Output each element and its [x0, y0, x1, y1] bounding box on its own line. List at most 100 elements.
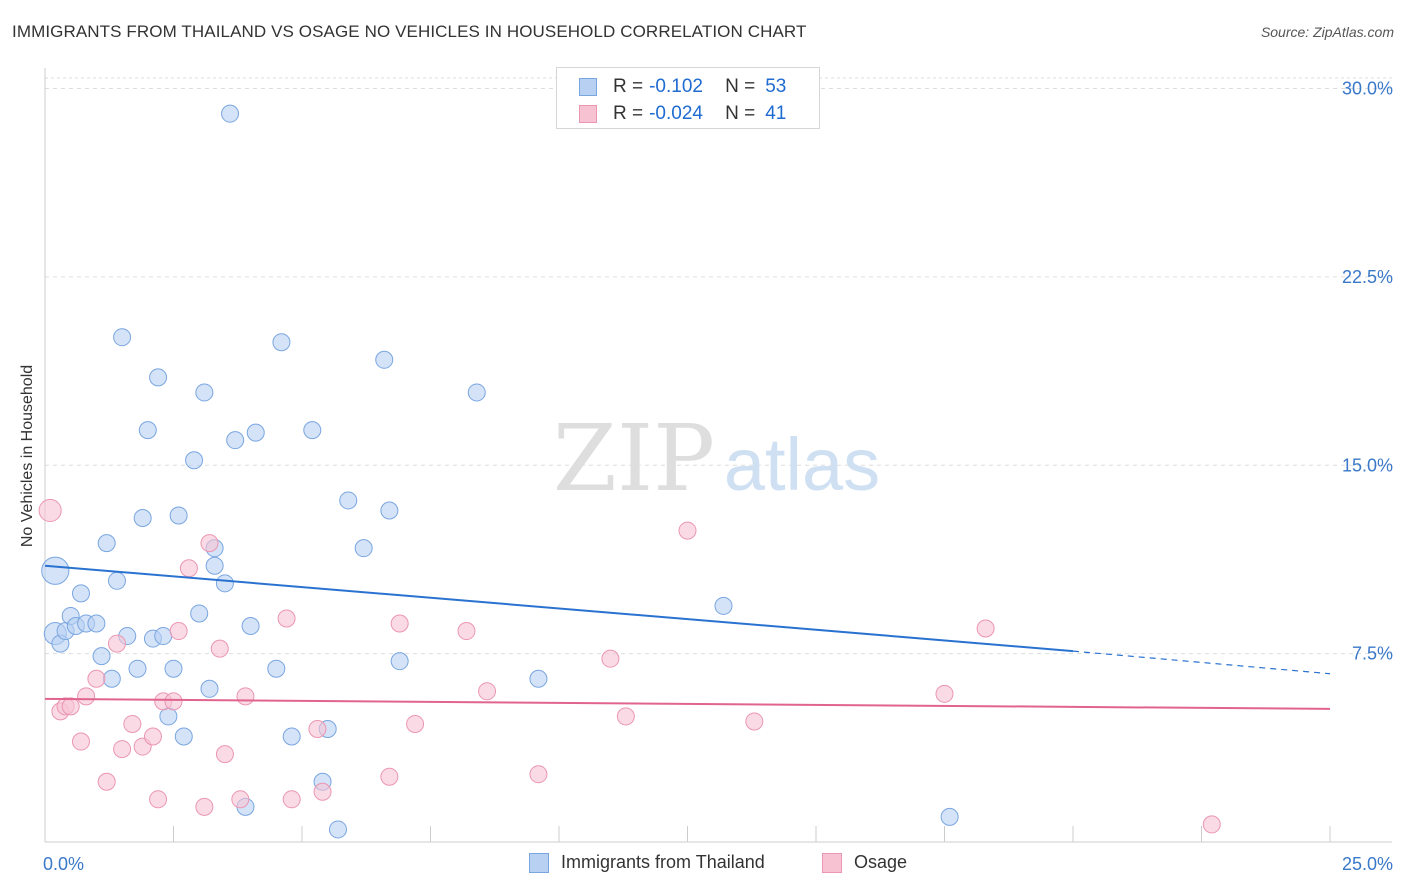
- swatch-osage: [579, 105, 597, 123]
- point-osage: [236, 687, 255, 706]
- point-thailand: [128, 659, 147, 678]
- r-value: -0.024: [649, 103, 703, 124]
- series-legend: Immigrants from Thailand Osage: [0, 852, 1406, 876]
- point-thailand: [282, 727, 301, 746]
- point-thailand: [467, 383, 486, 402]
- stats-row-thailand: R = -0.102 N = 53: [579, 74, 786, 100]
- point-osage: [123, 714, 142, 733]
- point-thailand: [267, 659, 286, 678]
- watermark-zip: ZIP: [553, 405, 715, 512]
- watermark: ZIP atlas: [553, 405, 880, 512]
- chart-title: IMMIGRANTS FROM THAILAND VS OSAGE NO VEH…: [12, 22, 807, 41]
- point-osage: [200, 534, 219, 553]
- point-thailand: [174, 727, 193, 746]
- legend-swatch-thailand: [529, 852, 549, 873]
- point-thailand: [107, 571, 126, 590]
- point-thailand: [102, 669, 121, 688]
- legend-label-osage: Osage: [854, 852, 908, 872]
- axes: [44, 68, 1392, 843]
- point-osage: [61, 697, 80, 716]
- point-thailand: [375, 350, 394, 369]
- legend-item-thailand: Immigrants from Thailand: [529, 852, 765, 873]
- point-thailand: [200, 679, 219, 698]
- point-thailand: [339, 491, 358, 510]
- point-osage: [478, 682, 497, 701]
- trend-line-thailand: [44, 564, 1074, 653]
- y-tick-label: 15.0%: [1342, 455, 1393, 475]
- point-osage: [149, 790, 168, 809]
- point-osage: [457, 622, 476, 641]
- point-osage: [406, 714, 425, 733]
- point-thailand: [246, 423, 265, 442]
- point-thailand: [71, 584, 90, 603]
- x-tick-label-min: 0.0%: [43, 854, 84, 874]
- stats-legend: R = -0.102 N = 53 R = -0.024 N = 41: [556, 67, 820, 129]
- watermark-atlas: atlas: [724, 423, 880, 506]
- point-osage: [601, 649, 620, 668]
- point-thailand: [149, 368, 168, 387]
- point-osage: [210, 639, 229, 658]
- point-osage: [935, 684, 954, 703]
- point-thailand: [221, 104, 240, 123]
- point-osage: [113, 740, 132, 759]
- n-label: N =: [725, 103, 756, 124]
- point-osage: [164, 692, 183, 711]
- r-label: R =: [613, 76, 644, 97]
- point-thailand: [87, 614, 106, 633]
- y-tick-label: 30.0%: [1342, 79, 1393, 99]
- point-osage: [169, 622, 188, 641]
- point-osage: [107, 634, 126, 653]
- point-thailand: [41, 556, 70, 585]
- point-thailand: [164, 659, 183, 678]
- point-thailand: [303, 421, 322, 440]
- point-thailand: [380, 501, 399, 520]
- point-thailand: [354, 539, 373, 558]
- point-thailand: [328, 820, 347, 839]
- point-thailand: [215, 574, 234, 593]
- point-thailand: [169, 506, 188, 525]
- point-osage: [179, 559, 198, 578]
- point-thailand: [185, 451, 204, 470]
- n-label: N =: [725, 76, 756, 97]
- swatch-thailand: [579, 78, 597, 96]
- point-thailand: [92, 647, 111, 666]
- point-thailand: [714, 596, 733, 615]
- grid-lines: [45, 77, 1392, 655]
- point-osage: [38, 498, 62, 523]
- point-osage: [390, 614, 409, 633]
- point-osage: [231, 790, 250, 809]
- point-thailand: [940, 807, 959, 826]
- y-tick-label: 22.5%: [1342, 267, 1393, 287]
- series-osage-points: [38, 498, 1221, 834]
- x-tick-label-max: 25.0%: [1342, 854, 1393, 874]
- point-osage: [529, 765, 548, 784]
- point-osage: [313, 782, 332, 801]
- legend-label-thailand: Immigrants from Thailand: [561, 852, 765, 872]
- point-osage: [97, 772, 116, 791]
- point-osage: [87, 669, 106, 688]
- trend-lines: [44, 564, 1331, 710]
- r-value: -0.102: [649, 76, 703, 97]
- point-osage: [308, 719, 327, 738]
- point-osage: [77, 687, 96, 706]
- trend-line-thailand-extension: [1072, 650, 1331, 675]
- x-tick-labels: 0.0% 25.0%: [43, 854, 1393, 874]
- source-label: Source: ZipAtlas.com: [1260, 24, 1394, 40]
- legend-swatch-osage: [822, 852, 842, 873]
- point-thailand: [205, 556, 224, 575]
- point-osage: [277, 609, 296, 628]
- point-osage: [282, 790, 301, 809]
- point-thailand: [195, 383, 214, 402]
- point-osage: [380, 767, 399, 786]
- point-thailand: [529, 669, 548, 688]
- y-axis-label: No Vehicles in Household: [19, 364, 36, 548]
- y-tick-labels: 7.5% 15.0% 22.5% 30.0%: [1342, 79, 1393, 664]
- stats-row-osage: R = -0.024 N = 41: [579, 101, 786, 127]
- point-osage: [976, 619, 995, 638]
- point-osage: [143, 727, 162, 746]
- point-osage: [616, 707, 635, 726]
- point-osage: [215, 745, 234, 764]
- point-thailand: [113, 328, 132, 347]
- point-osage: [71, 732, 90, 751]
- point-thailand: [190, 604, 209, 623]
